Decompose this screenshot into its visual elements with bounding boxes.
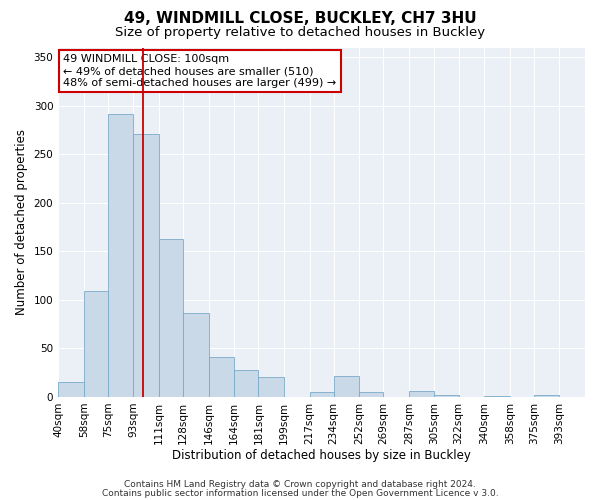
Text: 49 WINDMILL CLOSE: 100sqm
← 49% of detached houses are smaller (510)
48% of semi: 49 WINDMILL CLOSE: 100sqm ← 49% of detac… <box>64 54 337 88</box>
Bar <box>209 357 234 397</box>
Bar <box>259 376 284 397</box>
Bar <box>409 391 434 397</box>
Bar <box>334 376 359 397</box>
Bar <box>108 114 133 397</box>
Text: Contains HM Land Registry data © Crown copyright and database right 2024.: Contains HM Land Registry data © Crown c… <box>124 480 476 489</box>
Y-axis label: Number of detached properties: Number of detached properties <box>15 129 28 315</box>
Bar <box>183 314 209 397</box>
Bar <box>58 382 84 397</box>
Text: Size of property relative to detached houses in Buckley: Size of property relative to detached ho… <box>115 26 485 39</box>
Text: 49, WINDMILL CLOSE, BUCKLEY, CH7 3HU: 49, WINDMILL CLOSE, BUCKLEY, CH7 3HU <box>124 11 476 26</box>
Bar <box>310 392 334 397</box>
Text: Contains public sector information licensed under the Open Government Licence v : Contains public sector information licen… <box>101 488 499 498</box>
Bar <box>133 134 159 397</box>
Bar <box>484 396 510 397</box>
Bar <box>434 395 458 397</box>
X-axis label: Distribution of detached houses by size in Buckley: Distribution of detached houses by size … <box>172 450 471 462</box>
Bar <box>359 392 383 397</box>
Bar <box>84 291 108 397</box>
Bar <box>159 238 183 397</box>
Bar <box>234 370 259 397</box>
Bar <box>534 395 559 397</box>
